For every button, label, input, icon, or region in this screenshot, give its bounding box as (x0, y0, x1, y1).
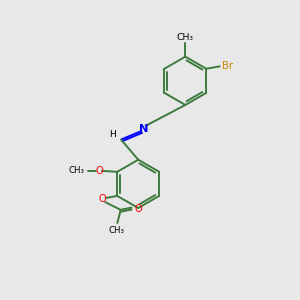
Text: N: N (139, 124, 148, 134)
Text: CH₃: CH₃ (68, 167, 84, 176)
Text: O: O (99, 194, 106, 205)
Text: Br: Br (222, 61, 232, 71)
Text: CH₃: CH₃ (109, 226, 125, 235)
Text: CH₃: CH₃ (177, 33, 194, 42)
Text: O: O (95, 166, 103, 176)
Text: H: H (110, 130, 116, 140)
Text: O: O (134, 205, 142, 214)
